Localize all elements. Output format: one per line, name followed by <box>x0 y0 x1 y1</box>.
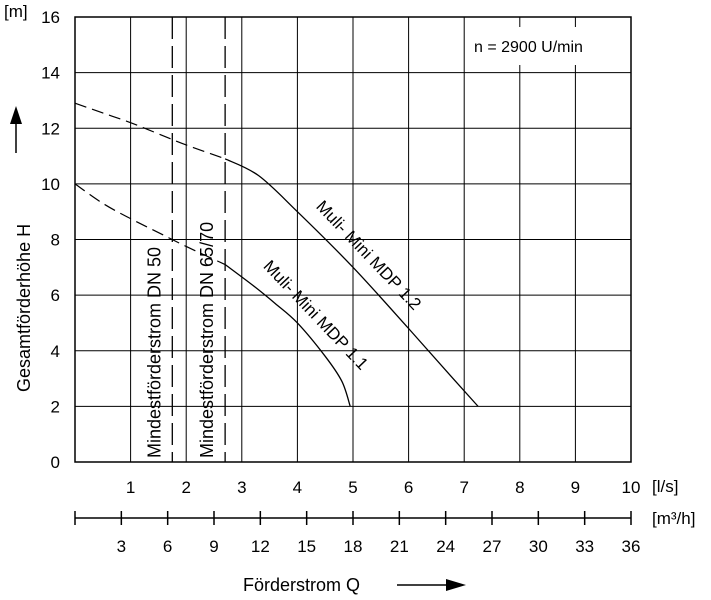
secondary-x-tick-label: 6 <box>163 537 172 556</box>
x-tick-label: 3 <box>237 478 246 497</box>
x-tick-labels: 1 2 3 4 5 6 7 8 9 10 <box>126 478 641 497</box>
x-tick-label: 5 <box>348 478 357 497</box>
series-curve <box>224 264 351 407</box>
x-tick-label: 2 <box>181 478 190 497</box>
y-unit-label: [m] <box>4 2 28 21</box>
y-axis-label: Gesamtförderhöhe H <box>14 224 34 392</box>
secondary-x-tick-label: 21 <box>390 537 409 556</box>
y-tick-label: 16 <box>41 8 60 27</box>
y-tick-label: 10 <box>41 175 60 194</box>
x-unit-label-secondary: [m³/h] <box>652 509 695 528</box>
series-label: Muli- Mini MDP 1.1 <box>260 257 372 374</box>
secondary-x-tick-label: 18 <box>344 537 363 556</box>
plot-frame <box>74 16 632 463</box>
y-tick-label: 14 <box>41 64 60 83</box>
secondary-x-tick-label: 24 <box>436 537 455 556</box>
secondary-x-tick-label: 3 <box>117 537 126 556</box>
secondary-x-tick-label: 36 <box>622 537 641 556</box>
x-axis-label: Förderstrom Q <box>243 575 360 595</box>
speed-annotation: n = 2900 U/min <box>474 39 583 56</box>
y-axis-arrow <box>10 106 22 153</box>
series-curve-dashed <box>74 102 226 160</box>
x-tick-label: 8 <box>515 478 524 497</box>
x-tick-label: 10 <box>622 478 641 497</box>
secondary-x-tick-label: 9 <box>209 537 218 556</box>
series-curve <box>224 158 479 407</box>
series-label: Muli- Mini MDP 1.2 <box>312 197 425 314</box>
x-tick-label: 9 <box>571 478 580 497</box>
x-axis-arrow <box>397 579 466 591</box>
y-tick-label: 2 <box>51 397 60 416</box>
secondary-x-tick-label: 27 <box>483 537 502 556</box>
y-tick-label: 8 <box>51 231 60 250</box>
y-tick-label: 0 <box>51 453 60 472</box>
min-flow-label: Mindestförderstrom DN 65/70 <box>197 222 217 458</box>
secondary-x-tick-label: 30 <box>529 537 548 556</box>
secondary-x-tick-label: 15 <box>297 537 316 556</box>
x-tick-label: 6 <box>404 478 413 497</box>
grid <box>75 17 631 462</box>
y-tick-label: 6 <box>51 286 60 305</box>
y-tick-labels: 0 2 4 6 8 10 12 14 16 <box>41 8 60 472</box>
x-unit-label-primary: [l/s] <box>652 477 678 496</box>
min-flow-label: Mindestförderstrom DN 50 <box>144 247 164 458</box>
x-tick-label: 1 <box>126 478 135 497</box>
secondary-x-tick-label: 12 <box>251 537 270 556</box>
x-tick-label: 7 <box>459 478 468 497</box>
secondary-x-axis: 3 6 9 12 15 18 21 24 27 30 33 36 <box>74 511 641 556</box>
secondary-x-tick-label: 33 <box>575 537 594 556</box>
y-tick-label: 12 <box>41 119 60 138</box>
annotation-box <box>466 27 624 65</box>
y-tick-label: 4 <box>51 342 60 361</box>
x-tick-label: 4 <box>293 478 302 497</box>
series-curve-dashed <box>74 183 226 266</box>
